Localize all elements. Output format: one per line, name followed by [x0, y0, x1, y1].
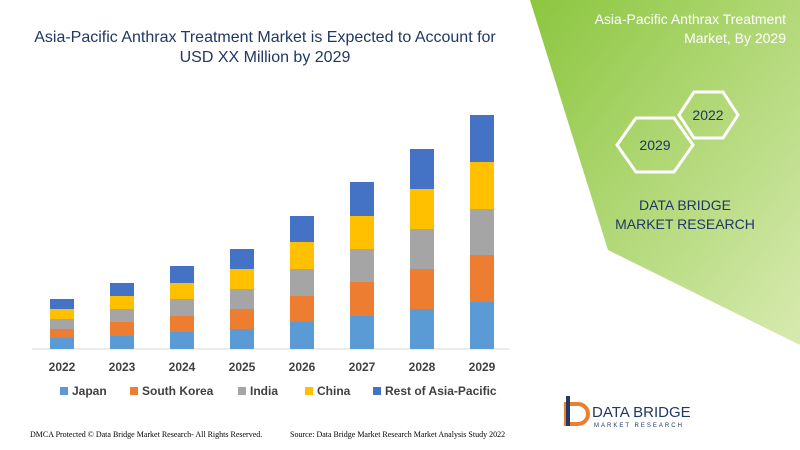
legend-label: China [317, 384, 351, 398]
bar-segment [230, 269, 254, 289]
legend-swatch [238, 387, 246, 395]
bar-segment [110, 322, 134, 336]
bar-segment [350, 249, 374, 282]
logo-tagline: MARKET RESEARCH [594, 423, 684, 429]
legend-label: South Korea [142, 384, 214, 398]
bar-segment [170, 266, 194, 283]
logo-name: DATA BRIDGE [592, 404, 691, 421]
x-tick-label: 2023 [109, 360, 136, 374]
bar-segment [470, 302, 494, 349]
bar-segment [350, 216, 374, 249]
bar-segment [350, 282, 374, 316]
bar-segment [470, 209, 494, 255]
bar-segment [410, 269, 434, 309]
hexagon [615, 116, 695, 174]
bar-segment [470, 255, 494, 302]
x-tick-label: 2029 [469, 360, 496, 374]
footer-right: Source: Data Bridge Market Research Mark… [290, 430, 506, 439]
bar-segment [470, 162, 494, 209]
bar-segment [470, 115, 494, 162]
bar-segment [290, 296, 314, 322]
bar-segment [410, 189, 434, 229]
logo-mark [564, 402, 590, 426]
bar-segment [50, 309, 74, 319]
legend-label: India [250, 384, 278, 398]
bar-segment [290, 216, 314, 242]
bar-segment [50, 338, 74, 349]
bar-segment [350, 316, 374, 349]
bar-segment [110, 283, 134, 296]
bar-segment [290, 242, 314, 269]
x-tick-label: 2024 [169, 360, 196, 374]
legend-label: Rest of Asia-Pacific [385, 384, 497, 398]
hexagon-label: 2029 [639, 137, 670, 153]
logo-mark [566, 396, 570, 426]
bar-segment [50, 319, 74, 329]
bar-segment [170, 283, 194, 299]
bar-segment [230, 329, 254, 349]
hexagon [677, 90, 740, 140]
bar-segment [290, 269, 314, 296]
legend-swatch [305, 387, 313, 395]
hexagon-label: 2022 [692, 107, 723, 123]
bar-segment [110, 336, 134, 349]
panel-title: Asia-Pacific Anthrax Treatment Market, B… [594, 11, 786, 46]
bar-segment [110, 309, 134, 322]
legend-swatch [60, 387, 68, 395]
bar-segment [230, 249, 254, 269]
bar-segment [50, 299, 74, 309]
x-tick-label: 2026 [289, 360, 316, 374]
brand: DATA BRIDGE MARKET RESEARCH [615, 197, 755, 232]
legend-swatch [130, 387, 138, 395]
bar-segment [350, 182, 374, 216]
bar-segment [230, 289, 254, 309]
bar-segment [110, 296, 134, 309]
bar-segment [230, 309, 254, 329]
bar-segment [50, 329, 74, 338]
bar-segment [290, 322, 314, 349]
legend-label: Japan [72, 384, 107, 398]
bar-segment [410, 149, 434, 189]
x-tick-label: 2027 [349, 360, 376, 374]
x-tick-label: 2028 [409, 360, 436, 374]
x-tick-label: 2022 [49, 360, 76, 374]
bar-segment [410, 229, 434, 269]
bar-segment [170, 299, 194, 316]
bar-segment [410, 309, 434, 349]
legend-swatch [373, 387, 381, 395]
chart-title: Asia-Pacific Anthrax Treatment Market is… [34, 29, 496, 66]
x-tick-label: 2025 [229, 360, 256, 374]
bar-segment [170, 332, 194, 349]
footer-left: DMCA Protected © Data Bridge Market Rese… [30, 430, 263, 439]
bar-segment [170, 316, 194, 332]
